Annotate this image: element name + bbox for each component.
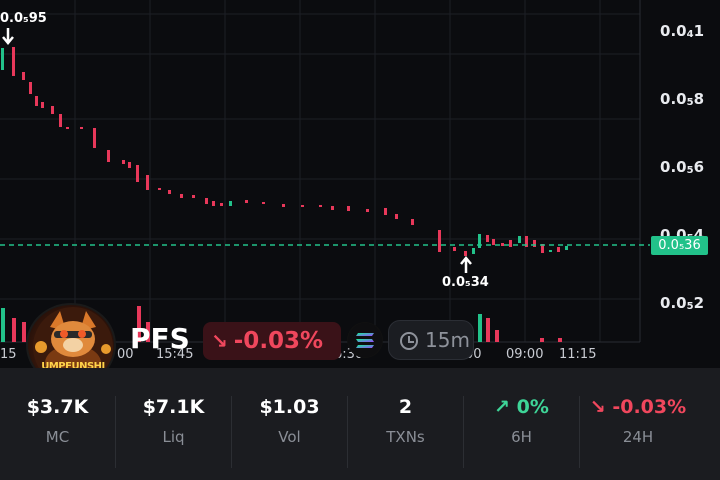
candle xyxy=(478,234,481,248)
arrow-down-right-icon: ↘ xyxy=(211,329,228,353)
price-axis-label: 0.052 xyxy=(660,294,704,312)
candle xyxy=(501,243,504,246)
stat-market-cap: $3.7K MC xyxy=(0,396,116,468)
arrow-down-icon xyxy=(2,28,14,45)
candle xyxy=(549,250,552,252)
volume-bar xyxy=(22,322,26,342)
candle xyxy=(557,247,560,252)
candle xyxy=(395,214,398,219)
candle xyxy=(205,198,208,204)
candle xyxy=(1,48,4,70)
candle xyxy=(331,206,334,210)
candle xyxy=(192,195,195,198)
price-axis-label: 0.056 xyxy=(660,158,704,176)
stat-liquidity: $7.1K Liq xyxy=(116,396,232,468)
candle xyxy=(438,230,441,252)
candle xyxy=(518,236,521,243)
candle xyxy=(136,165,139,182)
candle xyxy=(80,127,83,129)
candle xyxy=(464,251,467,256)
price-chart[interactable]: 0.041 0.058 0.056 0.054 0.052 0.0₅36 0.0… xyxy=(0,0,720,368)
low-price-marker: 0.0₅34 xyxy=(442,275,489,290)
candle xyxy=(12,47,15,76)
token-logo-text: UMPFUNSHI xyxy=(41,361,105,372)
candle xyxy=(525,236,528,247)
candle xyxy=(122,160,125,164)
candle xyxy=(146,175,149,190)
volume-bar xyxy=(558,338,562,342)
candle xyxy=(22,72,25,80)
candle xyxy=(35,96,38,106)
time-axis-label: 11:15 xyxy=(559,347,597,362)
time-axis-label: 15 xyxy=(0,347,17,362)
volume-bar xyxy=(478,314,482,342)
candle xyxy=(229,201,232,206)
candle xyxy=(486,235,489,242)
candle xyxy=(220,203,223,206)
price-change-value: -0.03% xyxy=(233,328,324,354)
stats-bar: $3.7K MC $7.1K Liq $1.03 Vol 2 TXNs ↗ 0%… xyxy=(0,368,720,480)
candle xyxy=(472,248,475,254)
candle xyxy=(533,240,536,247)
arrow-up-right-icon: ↗ xyxy=(494,396,511,418)
candle xyxy=(509,240,512,247)
candle xyxy=(128,162,131,168)
solana-icon xyxy=(347,322,383,358)
candle xyxy=(93,128,96,148)
candle xyxy=(262,202,265,204)
arrow-down-right-icon: ↘ xyxy=(589,396,606,418)
candle xyxy=(301,205,304,207)
candle xyxy=(565,246,568,250)
candle xyxy=(245,200,248,203)
time-axis-label: 09:00 xyxy=(506,347,544,362)
candle xyxy=(384,208,387,215)
timeframe-value: 15m xyxy=(425,328,470,352)
timeframe-selector[interactable]: 15m xyxy=(388,320,474,360)
stat-transactions: 2 TXNs xyxy=(348,396,464,468)
candle xyxy=(319,205,322,207)
candle xyxy=(180,194,183,198)
candle xyxy=(158,188,161,190)
candle xyxy=(66,127,69,129)
volume-bar xyxy=(486,318,490,342)
volume-bar xyxy=(12,318,16,342)
candle xyxy=(366,209,369,212)
volume-bar xyxy=(137,306,141,342)
volume-bar xyxy=(540,338,544,342)
candle xyxy=(29,82,32,94)
candle xyxy=(492,239,495,245)
clock-icon xyxy=(400,332,418,350)
candle xyxy=(51,106,54,114)
stat-volume: $1.03 Vol xyxy=(232,396,348,468)
price-axis-label: 0.058 xyxy=(660,90,704,108)
current-price-tag: 0.0₅36 xyxy=(651,236,708,255)
candle xyxy=(59,114,62,127)
stat-change-6h: ↗ 0% 6H xyxy=(464,396,580,468)
token-symbol: PFS xyxy=(130,322,190,355)
candle xyxy=(107,150,110,162)
volume-bar xyxy=(495,330,499,342)
candle xyxy=(41,102,44,108)
candle xyxy=(168,190,171,194)
candle xyxy=(453,247,456,251)
candle xyxy=(212,201,215,206)
candle xyxy=(541,244,544,253)
candle xyxy=(347,206,350,211)
price-axis-label: 0.041 xyxy=(660,22,704,40)
volume-bar xyxy=(146,322,150,342)
arrow-up-icon xyxy=(460,256,472,273)
high-price-marker: 0.0₅95 xyxy=(0,11,47,26)
price-change-badge: ↘ -0.03% xyxy=(203,322,341,360)
candle xyxy=(282,204,285,207)
time-axis-label: 00 xyxy=(117,347,134,362)
time-axis-label: 15:45 xyxy=(156,347,194,362)
chart-canvas[interactable] xyxy=(0,0,720,368)
candle xyxy=(411,219,414,225)
volume-bar xyxy=(1,308,5,342)
stat-change-24h: ↘ -0.03% 24H xyxy=(589,396,687,446)
